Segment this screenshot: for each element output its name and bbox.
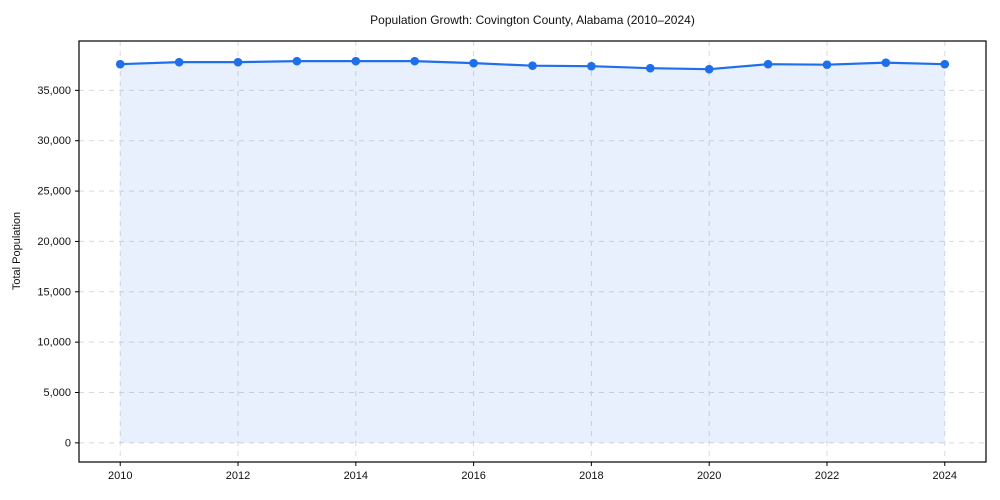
data-point xyxy=(881,58,891,67)
x-tick-label: 2022 xyxy=(815,470,839,482)
y-tick-label: 25,000 xyxy=(37,186,71,198)
data-point xyxy=(233,57,243,67)
x-tick-label: 2024 xyxy=(933,470,957,482)
y-tick-label: 5,000 xyxy=(43,387,71,399)
x-tick-label: 2012 xyxy=(226,470,250,482)
y-tick-label: 10,000 xyxy=(37,337,71,349)
y-tick-label: 20,000 xyxy=(37,236,71,248)
y-tick-label: 30,000 xyxy=(37,135,71,147)
x-tick-label: 2010 xyxy=(108,470,132,482)
x-tick-label: 2016 xyxy=(461,470,485,482)
data-point xyxy=(115,59,125,69)
x-tick-label: 2018 xyxy=(579,470,603,482)
data-point xyxy=(174,57,184,67)
data-point xyxy=(292,56,302,66)
data-point xyxy=(587,61,596,71)
y-tick-label: 15,000 xyxy=(37,286,71,298)
plot-border xyxy=(78,40,987,463)
y-tick-label: 0 xyxy=(65,437,71,449)
data-point xyxy=(704,64,714,74)
data-point xyxy=(763,59,773,69)
data-point xyxy=(351,56,361,66)
data-point xyxy=(822,60,832,69)
chart-title: Population Growth: Covington County, Ala… xyxy=(370,13,695,27)
data-point xyxy=(410,56,420,66)
data-point xyxy=(528,61,537,70)
x-tick-label: 2020 xyxy=(697,470,721,482)
data-point xyxy=(645,63,655,73)
area-fill xyxy=(120,61,945,443)
y-tick-label: 35,000 xyxy=(37,85,71,97)
data-point xyxy=(469,58,478,68)
data-point xyxy=(940,59,950,69)
x-tick-label: 2014 xyxy=(344,470,368,482)
